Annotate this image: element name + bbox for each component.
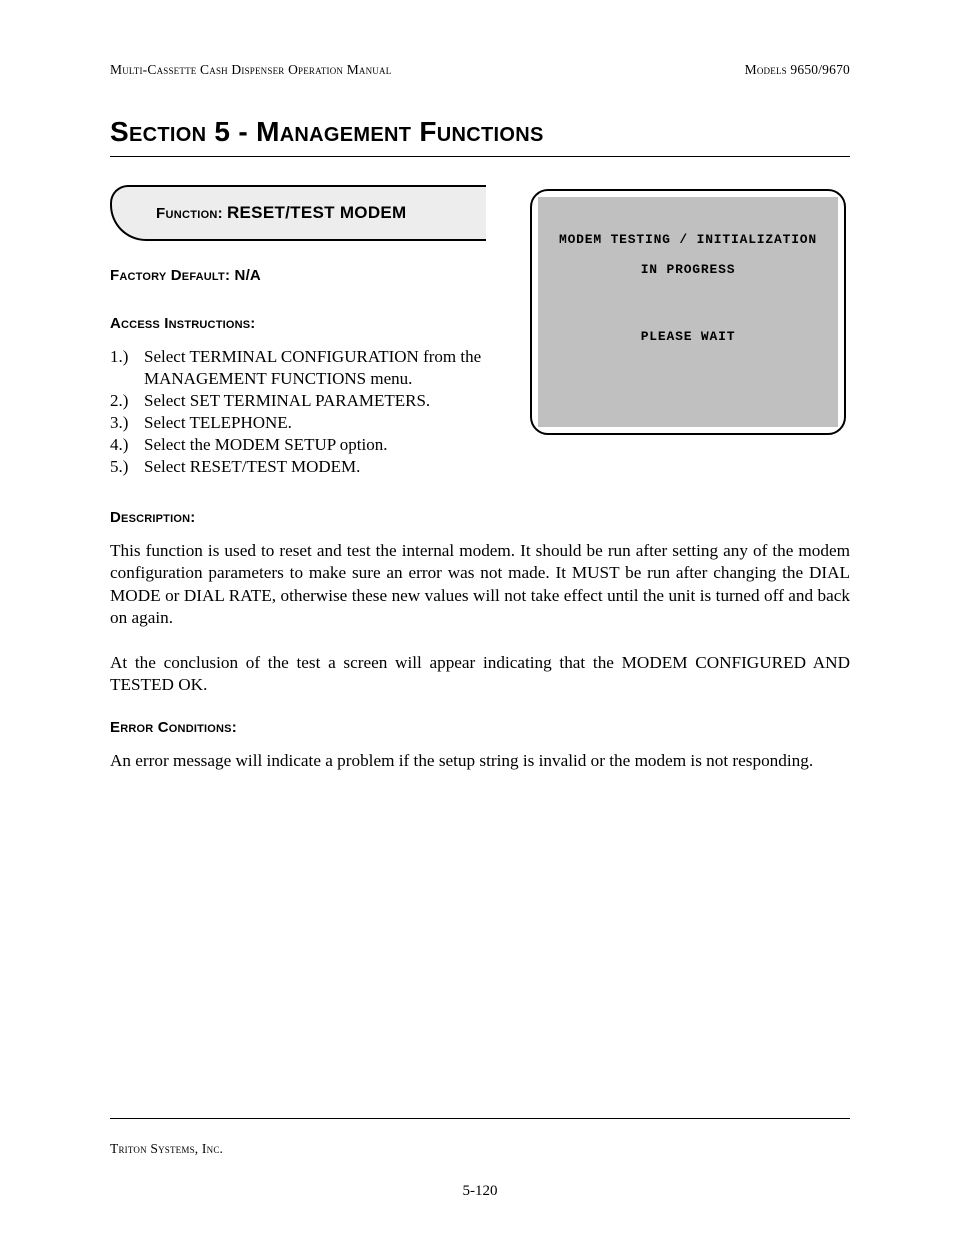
list-item: 3.) Select TELEPHONE. [110, 412, 520, 434]
step-number: 5.) [110, 456, 144, 478]
factory-default-value: N/A [235, 267, 261, 284]
right-column: MODEM TESTING / INITIALIZATION IN PROGRE… [530, 185, 846, 435]
header-left: Multi-Cassette Cash Dispenser Operation … [110, 62, 391, 78]
terminal-line: MODEM TESTING / INITIALIZATION [552, 231, 824, 249]
error-conditions-label: Error Conditions: [110, 719, 850, 736]
step-number: 3.) [110, 412, 144, 434]
step-number: 1.) [110, 346, 144, 390]
step-text: Select the MODEM SETUP option. [144, 434, 520, 456]
left-column: Function: RESET/TEST MODEM Factory Defau… [110, 185, 520, 479]
access-instructions-label: Access Instructions: [110, 315, 520, 332]
footer: Triton Systems, Inc. 5-120 [110, 1118, 850, 1200]
section-title: Section 5 - Management Functions [110, 116, 850, 148]
title-rule [110, 156, 850, 157]
terminal-line: IN PROGRESS [552, 261, 824, 279]
step-text: Select SET TERMINAL PARAMETERS. [144, 390, 520, 412]
function-tab-label: Function: [156, 205, 223, 222]
step-text: Select TERMINAL CONFIGURATION from the M… [144, 346, 520, 390]
terminal-screen-frame: MODEM TESTING / INITIALIZATION IN PROGRE… [530, 189, 846, 435]
terminal-spacer [552, 290, 824, 328]
list-item: 1.) Select TERMINAL CONFIGURATION from t… [110, 346, 520, 390]
footer-rule [110, 1118, 850, 1119]
list-item: 5.) Select RESET/TEST MODEM. [110, 456, 520, 478]
two-column-region: Function: RESET/TEST MODEM Factory Defau… [110, 185, 850, 479]
description-para: At the conclusion of the test a screen w… [110, 652, 850, 697]
list-item: 4.) Select the MODEM SETUP option. [110, 434, 520, 456]
step-number: 4.) [110, 434, 144, 456]
step-text: Select TELEPHONE. [144, 412, 520, 434]
error-conditions-section: Error Conditions: An error message will … [110, 719, 850, 773]
list-item: 2.) Select SET TERMINAL PARAMETERS. [110, 390, 520, 412]
page: Multi-Cassette Cash Dispenser Operation … [0, 0, 954, 1235]
terminal-screen: MODEM TESTING / INITIALIZATION IN PROGRE… [538, 197, 838, 427]
description-para: This function is used to reset and test … [110, 540, 850, 630]
function-tab: Function: RESET/TEST MODEM [110, 185, 486, 241]
step-number: 2.) [110, 390, 144, 412]
factory-default-label: Factory Default: [110, 267, 235, 284]
function-tab-value: RESET/TEST MODEM [227, 203, 407, 223]
footer-company: Triton Systems, Inc. [110, 1141, 223, 1157]
page-number: 5-120 [110, 1183, 850, 1200]
factory-default-line: Factory Default: N/A [110, 267, 520, 285]
header-row: Multi-Cassette Cash Dispenser Operation … [110, 62, 850, 78]
access-steps: 1.) Select TERMINAL CONFIGURATION from t… [110, 346, 520, 479]
header-right: Models 9650/9670 [745, 62, 850, 78]
description-label: Description: [110, 509, 850, 526]
step-text: Select RESET/TEST MODEM. [144, 456, 520, 478]
description-section: Description: This function is used to re… [110, 509, 850, 697]
terminal-line: PLEASE WAIT [552, 328, 824, 346]
footer-row: Triton Systems, Inc. [110, 1141, 850, 1157]
error-conditions-para: An error message will indicate a problem… [110, 750, 850, 773]
